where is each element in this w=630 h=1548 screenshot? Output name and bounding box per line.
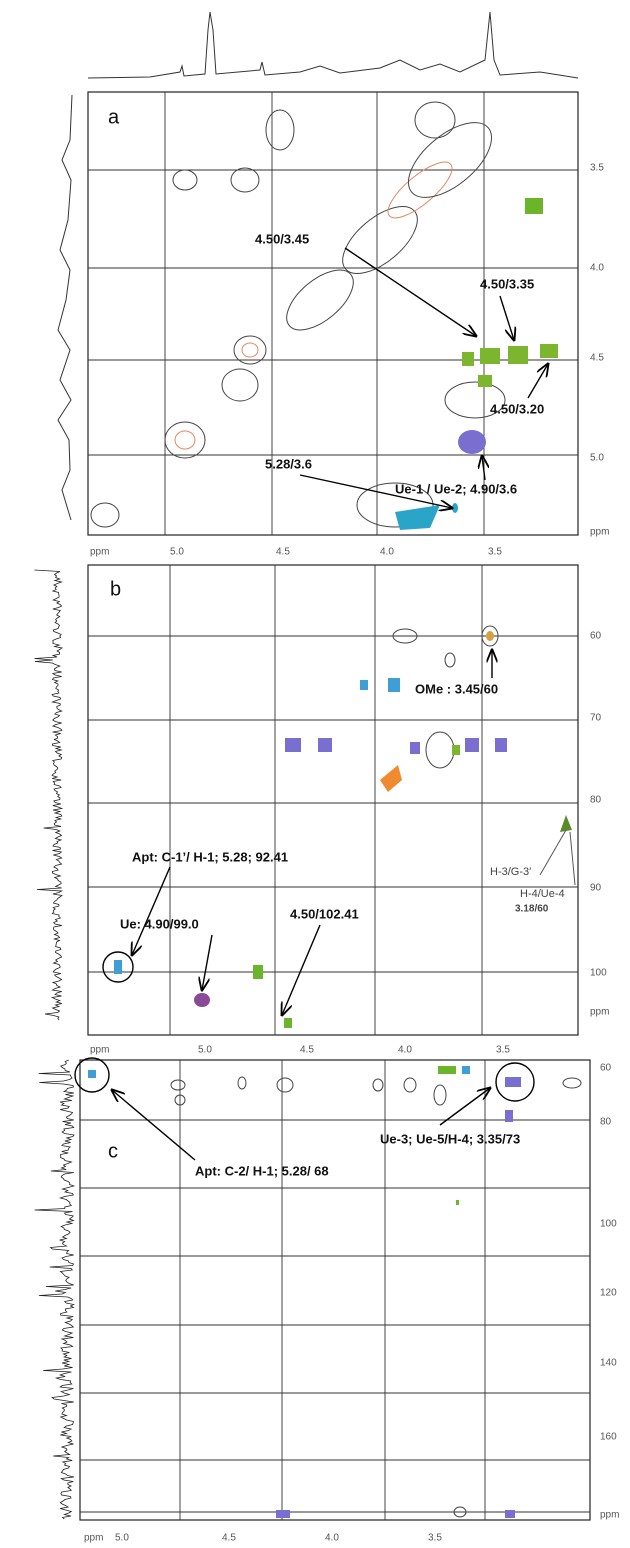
arrow: [440, 1088, 490, 1125]
x-tick-label: ppm: [90, 1045, 109, 1056]
arrow: [132, 867, 170, 955]
annotation: Apt: C-2/ H-1; 5.28/ 68: [195, 1163, 329, 1178]
x-tick-label: 3.5: [496, 1045, 510, 1056]
trace-line: [34, 570, 62, 1020]
y-tick-label: 3.5: [590, 163, 604, 174]
y-tick-label: 80: [600, 1117, 612, 1128]
contours: [114, 626, 572, 1028]
y-tick-label: 90: [590, 883, 602, 894]
y-tick-label: 100: [600, 1219, 617, 1230]
arrow: [528, 364, 548, 398]
arrow: [500, 296, 514, 340]
f1-trace: [58, 95, 72, 520]
contours: [91, 102, 558, 530]
leader-line: [570, 832, 575, 885]
annotation: 4.50/102.41: [290, 906, 359, 921]
annotation: 4.50/3.20: [490, 401, 544, 416]
grid: [80, 1060, 590, 1520]
x-tick-label: 4.0: [380, 547, 394, 558]
y-tick-label: 4.0: [590, 263, 604, 274]
panel-label: a: [108, 106, 120, 128]
y-tick-label: ppm: [600, 1510, 619, 1521]
x-tick-label: 4.0: [398, 1045, 412, 1056]
y-tick-label: ppm: [590, 1007, 609, 1018]
y-tick-label: 140: [600, 1358, 617, 1369]
arrow: [345, 248, 476, 336]
x-tick-label: 4.5: [276, 547, 290, 558]
trace-line: [35, 1060, 75, 1519]
x-tick-label: 5.0: [115, 1533, 129, 1544]
panel-b: b OMe : 3.45/60 Apt: C-1’/ H-1; 5.28; 92…: [34, 565, 609, 1056]
x-tick-label: ppm: [90, 547, 109, 558]
x-tick-label: 5.0: [198, 1045, 212, 1056]
annotation: 4.50/3.35: [480, 276, 534, 291]
arrow: [482, 456, 485, 480]
panel-label: b: [110, 578, 121, 600]
x-tick-label: 5.0: [170, 547, 184, 558]
panel-a: a 4.50/3.45 4.50/3.35 4.50/3.20 5.28/3.6…: [58, 12, 609, 558]
figure: a 4.50/3.45 4.50/3.35 4.50/3.20 5.28/3.6…: [0, 0, 630, 1548]
f2-trace: [88, 12, 578, 78]
arrow: [282, 925, 320, 1015]
annotation: Apt: C-1’/ H-1; 5.28; 92.41: [132, 849, 288, 864]
plot-frame: [88, 565, 578, 1035]
y-tick-label: 80: [590, 795, 602, 806]
grid: [88, 565, 578, 1035]
annotation: 5.28/3.6: [265, 456, 312, 471]
panel-c: c Apt: C-2/ H-1; 5.28/ 68 Ue-3; Ue-5/H-4…: [35, 1058, 620, 1544]
y-tick-label: 60: [600, 1063, 612, 1074]
x-tick-label: 4.0: [325, 1533, 339, 1544]
annotation: 3.18/60: [515, 904, 549, 915]
annotation: Ue-1 / Ue-2; 4.90/3.6: [395, 481, 517, 496]
plot-frame: [80, 1060, 590, 1520]
y-tick-label: 100: [590, 968, 607, 979]
annotation: Ue-3; Ue-5/H-4; 3.35/73: [380, 1131, 520, 1146]
annotation: OMe : 3.45/60: [415, 681, 498, 696]
x-tick-label: 4.5: [300, 1045, 314, 1056]
f1-trace: [34, 570, 62, 1020]
x-tick-label: 3.5: [488, 547, 502, 558]
y-tick-label: 4.5: [590, 353, 604, 364]
x-tick-label: 4.5: [222, 1533, 236, 1544]
arrow: [112, 1090, 195, 1160]
annotation: H-3/G-3′: [490, 866, 531, 878]
annotation: Ue: 4.90/99.0: [120, 916, 199, 931]
y-tick-label: 160: [600, 1432, 617, 1443]
y-tick-label: 120: [600, 1288, 617, 1299]
y-tick-label: ppm: [590, 527, 609, 538]
y-tick-label: 60: [590, 631, 602, 642]
leader-line: [540, 830, 566, 875]
annotation: H-4/Ue-4: [520, 888, 565, 900]
grid: [88, 92, 578, 535]
y-tick-label: 5.0: [590, 453, 604, 464]
arrow: [202, 935, 212, 990]
x-tick-label: 3.5: [428, 1533, 442, 1544]
panel-label: c: [108, 1140, 118, 1162]
plot-frame: [88, 92, 578, 535]
x-tick-label: ppm: [84, 1533, 103, 1544]
annotation: 4.50/3.45: [255, 231, 309, 246]
y-tick-label: 70: [590, 713, 602, 724]
f1-trace: [35, 1060, 75, 1519]
